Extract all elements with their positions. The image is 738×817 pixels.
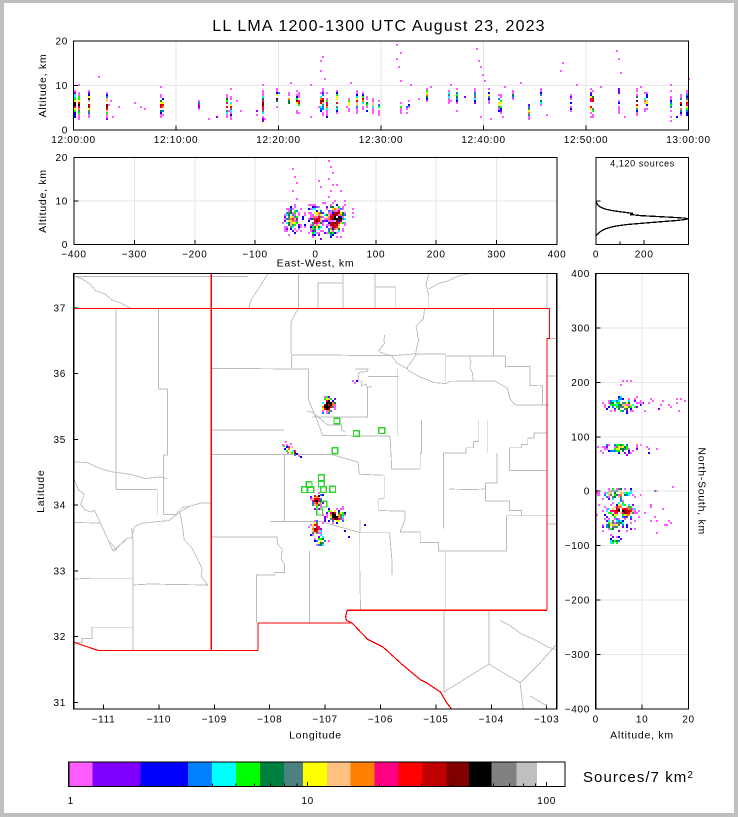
svg-text:10: 10 bbox=[301, 796, 314, 807]
svg-text:10: 10 bbox=[636, 715, 649, 726]
svg-text:North-South, km: North-South, km bbox=[696, 447, 708, 535]
svg-text:East-West, km: East-West, km bbox=[277, 258, 355, 270]
svg-text:−300: −300 bbox=[122, 250, 147, 261]
svg-text:0: 0 bbox=[62, 240, 68, 251]
svg-text:400: 400 bbox=[571, 269, 590, 280]
svg-text:100: 100 bbox=[367, 250, 386, 261]
svg-text:36: 36 bbox=[53, 369, 66, 380]
svg-text:300: 300 bbox=[571, 323, 590, 334]
svg-text:LL LMA 1200-1300 UTC August 23: LL LMA 1200-1300 UTC August 23, 2023 bbox=[212, 18, 545, 35]
svg-text:1: 1 bbox=[68, 796, 74, 807]
svg-text:−400: −400 bbox=[565, 704, 590, 715]
svg-text:−300: −300 bbox=[565, 650, 590, 661]
svg-text:0: 0 bbox=[62, 126, 68, 137]
svg-text:Altitude, km: Altitude, km bbox=[37, 169, 49, 233]
svg-text:37: 37 bbox=[53, 304, 66, 315]
svg-text:33: 33 bbox=[53, 566, 66, 577]
svg-text:20: 20 bbox=[682, 715, 695, 726]
svg-text:−111: −111 bbox=[92, 715, 116, 726]
svg-text:0: 0 bbox=[312, 250, 318, 261]
svg-text:12:50:00: 12:50:00 bbox=[564, 135, 609, 146]
svg-text:100: 100 bbox=[537, 796, 556, 807]
svg-text:Latitude: Latitude bbox=[35, 470, 47, 513]
svg-text:200: 200 bbox=[635, 250, 654, 261]
svg-text:13:00:00: 13:00:00 bbox=[666, 135, 711, 146]
svg-text:−104: −104 bbox=[479, 715, 504, 726]
svg-text:12:40:00: 12:40:00 bbox=[461, 135, 506, 146]
svg-text:31: 31 bbox=[53, 698, 66, 709]
svg-text:−110: −110 bbox=[147, 715, 172, 726]
svg-text:12:30:00: 12:30:00 bbox=[359, 135, 404, 146]
svg-text:0: 0 bbox=[593, 250, 599, 261]
svg-text:Altitude, km: Altitude, km bbox=[37, 54, 49, 118]
svg-text:−109: −109 bbox=[202, 715, 227, 726]
svg-text:Sources/7 km2: Sources/7 km2 bbox=[583, 769, 694, 786]
svg-text:Longitude: Longitude bbox=[289, 730, 342, 742]
svg-text:−108: −108 bbox=[257, 715, 282, 726]
svg-text:300: 300 bbox=[487, 250, 506, 261]
svg-text:20: 20 bbox=[55, 153, 68, 164]
svg-text:−100: −100 bbox=[565, 541, 590, 552]
svg-text:12:10:00: 12:10:00 bbox=[154, 135, 199, 146]
svg-text:−106: −106 bbox=[368, 715, 393, 726]
svg-text:12:00:00: 12:00:00 bbox=[51, 135, 96, 146]
svg-text:200: 200 bbox=[427, 250, 446, 261]
svg-text:0: 0 bbox=[584, 487, 590, 498]
svg-text:−103: −103 bbox=[534, 715, 559, 726]
svg-text:20: 20 bbox=[55, 37, 68, 48]
svg-text:200: 200 bbox=[571, 378, 590, 389]
svg-text:−200: −200 bbox=[182, 250, 207, 261]
svg-text:12:20:00: 12:20:00 bbox=[256, 135, 301, 146]
svg-text:−100: −100 bbox=[242, 250, 267, 261]
svg-text:32: 32 bbox=[53, 632, 66, 643]
svg-text:−107: −107 bbox=[312, 715, 337, 726]
svg-text:34: 34 bbox=[53, 501, 66, 512]
svg-text:−200: −200 bbox=[565, 596, 590, 607]
svg-text:Altitude, km: Altitude, km bbox=[610, 730, 674, 742]
svg-text:4,120 sources: 4,120 sources bbox=[610, 159, 675, 169]
svg-text:10: 10 bbox=[55, 197, 68, 208]
svg-text:35: 35 bbox=[53, 435, 66, 446]
svg-text:100: 100 bbox=[571, 432, 590, 443]
svg-text:10: 10 bbox=[55, 81, 68, 92]
svg-text:400: 400 bbox=[548, 250, 567, 261]
svg-text:−400: −400 bbox=[61, 250, 86, 261]
svg-text:0: 0 bbox=[593, 715, 599, 726]
svg-text:−105: −105 bbox=[423, 715, 448, 726]
